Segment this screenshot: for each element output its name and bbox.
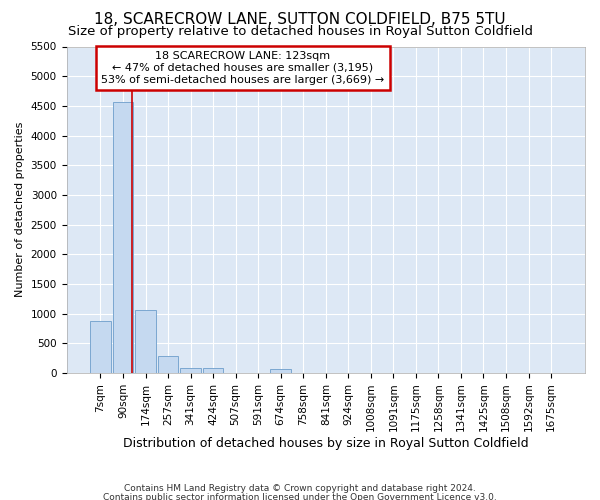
Text: Contains HM Land Registry data © Crown copyright and database right 2024.: Contains HM Land Registry data © Crown c… bbox=[124, 484, 476, 493]
Text: 18 SCARECROW LANE: 123sqm
← 47% of detached houses are smaller (3,195)
53% of se: 18 SCARECROW LANE: 123sqm ← 47% of detac… bbox=[101, 52, 385, 84]
Bar bbox=[90, 320, 111, 373]
Y-axis label: Number of detached properties: Number of detached properties bbox=[15, 122, 25, 298]
Bar bbox=[180, 368, 201, 373]
Text: Size of property relative to detached houses in Royal Sutton Coldfield: Size of property relative to detached ho… bbox=[67, 25, 533, 38]
Bar bbox=[158, 356, 178, 373]
Bar bbox=[135, 310, 156, 373]
Text: 18, SCARECROW LANE, SUTTON COLDFIELD, B75 5TU: 18, SCARECROW LANE, SUTTON COLDFIELD, B7… bbox=[94, 12, 506, 28]
Bar bbox=[113, 102, 133, 373]
Bar bbox=[271, 370, 291, 373]
Bar bbox=[203, 368, 223, 373]
Text: Contains public sector information licensed under the Open Government Licence v3: Contains public sector information licen… bbox=[103, 492, 497, 500]
X-axis label: Distribution of detached houses by size in Royal Sutton Coldfield: Distribution of detached houses by size … bbox=[123, 437, 529, 450]
